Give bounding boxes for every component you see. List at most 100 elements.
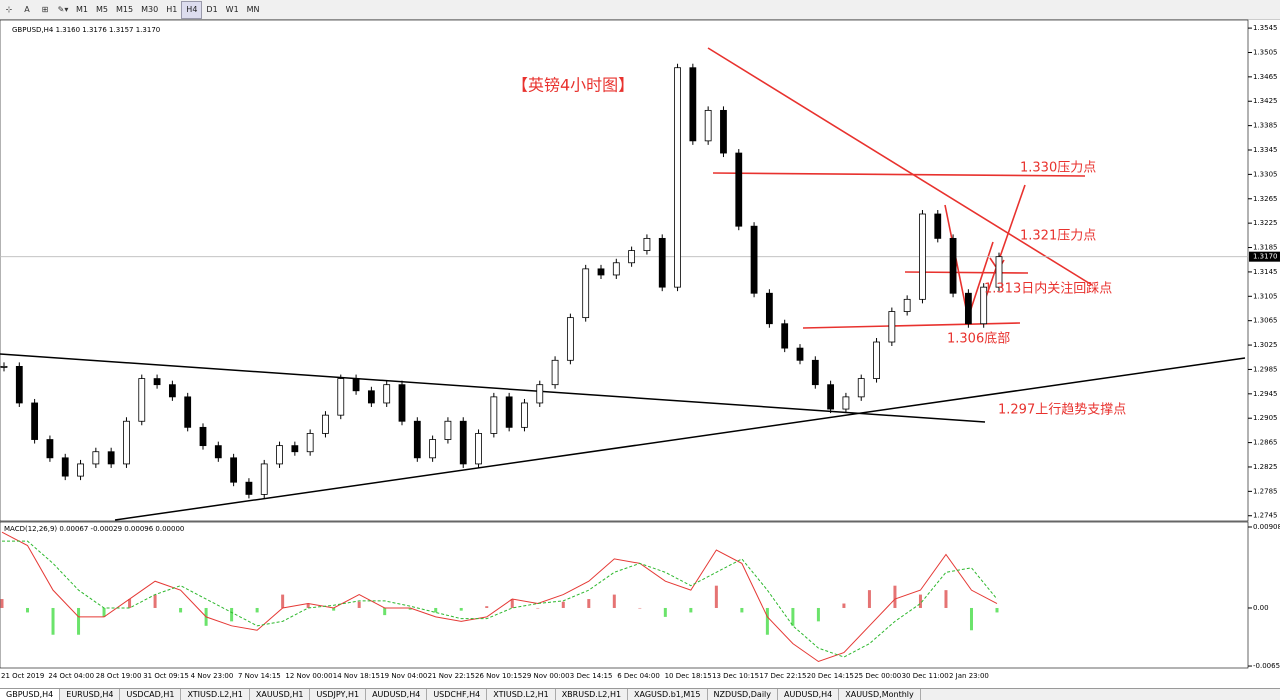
- candle-body: [61, 457, 69, 477]
- macd-histogram-bar: [561, 601, 565, 608]
- symbol-tab[interactable]: GBPUSD,H4: [0, 689, 61, 700]
- candle-body: [842, 396, 850, 410]
- symbol-tab[interactable]: USDCHF,H4: [427, 689, 488, 700]
- symbol-tab[interactable]: XAGUSD.b1,M15: [628, 689, 708, 700]
- candle-body: [383, 384, 391, 404]
- level-line: [712, 172, 1086, 177]
- macd-histogram-bar: [306, 603, 310, 608]
- candle-body: [934, 213, 942, 239]
- timeframe-button[interactable]: H1: [166, 4, 178, 14]
- timeframe-button[interactable]: M15: [116, 4, 134, 14]
- candle-body: [306, 433, 314, 453]
- macd-histogram-bar: [51, 607, 55, 635]
- tool-icon[interactable]: ⊹: [5, 5, 13, 14]
- timeframe-button[interactable]: M30: [141, 4, 159, 14]
- x-tick-label: 4 Nov 23:00: [191, 672, 234, 680]
- tool-icon[interactable]: A: [24, 5, 30, 14]
- tool-icon[interactable]: ⊞: [41, 5, 49, 14]
- y-tick-label: 1.3105: [1253, 292, 1278, 300]
- macd-header: MACD(12,26,9) 0.00067 -0.00029 0.00096 0…: [4, 525, 184, 533]
- candle-body: [444, 420, 452, 440]
- x-tick-label: 21 Nov 22:15: [428, 672, 475, 680]
- arrow: [984, 184, 1026, 301]
- y-tick-label: 1.3225: [1253, 219, 1278, 227]
- symbol-tab[interactable]: XAUUSD,Monthly: [839, 689, 921, 700]
- candle-body: [459, 420, 467, 465]
- candle-body: [781, 323, 789, 349]
- symbol-tab[interactable]: NZDUSD,Daily: [708, 689, 779, 700]
- symbol-tab[interactable]: AUDUSD,H4: [366, 689, 428, 700]
- chart-header: GBPUSD,H4 1.3160 1.3176 1.3157 1.3170: [12, 26, 160, 34]
- macd-histogram-bar: [740, 607, 744, 613]
- y-tick-label: 1.2905: [1253, 414, 1278, 422]
- candle-body: [888, 311, 896, 343]
- x-tick-label: 24 Oct 04:00: [48, 672, 94, 680]
- candle-body: [949, 237, 957, 294]
- x-tick-label: 12 Nov 00:00: [285, 672, 332, 680]
- timeframe-button[interactable]: H4: [181, 0, 203, 19]
- symbol-tab[interactable]: EURUSD,H4: [60, 689, 121, 700]
- candle-body: [597, 268, 605, 276]
- candle-body: [903, 298, 911, 312]
- symbol-tab[interactable]: XTIUSD.L2,H1: [487, 689, 556, 700]
- macd-histogram-bar: [510, 599, 514, 608]
- candle-body: [995, 256, 1003, 288]
- symbol-tab[interactable]: USDJPY,H1: [310, 689, 367, 700]
- y-tick-label: 1.3185: [1253, 244, 1278, 252]
- candle-body: [184, 396, 192, 428]
- symbol-tab[interactable]: AUDUSD,H4: [778, 689, 840, 700]
- current-price-label: 1.3170: [1253, 253, 1278, 261]
- macd-histogram-bar: [638, 607, 642, 609]
- candle-body: [46, 439, 54, 459]
- symbol-tab[interactable]: XBRUSD.L2,H1: [556, 689, 629, 700]
- annotation: 1.306底部: [947, 331, 1010, 347]
- x-tick-label: 6 Dec 04:00: [617, 672, 660, 680]
- candle-body: [980, 286, 988, 325]
- macd-histogram-bar: [332, 607, 336, 611]
- macd-histogram-bar: [663, 607, 667, 617]
- x-tick-label: 10 Dec 18:15: [665, 672, 712, 680]
- chart-title: 【英镑4小时图】: [512, 76, 634, 95]
- macd-histogram-bar: [816, 607, 820, 622]
- timeframe-button[interactable]: M1: [76, 4, 88, 14]
- macd-histogram-bar: [128, 599, 132, 608]
- macd-histogram-bar: [587, 599, 591, 608]
- macd-histogram-bar: [153, 594, 157, 608]
- timeframe-button[interactable]: M5: [96, 4, 108, 14]
- candle-body: [566, 317, 574, 361]
- macd-histogram-bar: [893, 585, 897, 608]
- macd-histogram-bar: [918, 594, 922, 608]
- tool-icon[interactable]: ✎▾: [57, 5, 69, 14]
- signal-line: [2, 540, 998, 658]
- y-tick-label: 1.2865: [1253, 439, 1278, 447]
- macd-histogram-bar: [0, 599, 4, 608]
- candle-body: [674, 67, 681, 288]
- candle-body: [15, 365, 23, 404]
- timeframe-button[interactable]: MN: [246, 4, 260, 14]
- candle-body: [505, 396, 513, 428]
- x-tick-label: 28 Oct 19:00: [96, 672, 142, 680]
- candle-body: [398, 384, 406, 422]
- symbol-tab[interactable]: USDCAD,H1: [120, 689, 182, 700]
- candle-body: [77, 463, 84, 477]
- candle-body: [536, 384, 544, 404]
- symbol-tab[interactable]: XAUUSD,H1: [250, 689, 311, 700]
- candle-body: [490, 396, 498, 434]
- timeframe-button[interactable]: W1: [225, 4, 239, 14]
- candle-body: [199, 426, 207, 447]
- macd-histogram-bar: [459, 607, 463, 611]
- toolbar: ⊹ A ⊞ ✎▾ M1 M5 M15 M30 H1 H4 D1 W1 MN: [0, 0, 1280, 20]
- candle-body: [260, 463, 268, 495]
- timeframe-button[interactable]: D1: [206, 4, 218, 14]
- macd-histogram-bar: [842, 603, 846, 608]
- candle-body: [138, 378, 146, 422]
- symbol-tab[interactable]: XTIUSD.L2,H1: [181, 689, 250, 700]
- y-tick-label: 0.00: [1253, 604, 1269, 612]
- candle-body: [750, 225, 758, 294]
- macd-histogram-bar: [357, 601, 361, 608]
- candle-body: [31, 402, 39, 440]
- macd-histogram-bar: [383, 607, 387, 616]
- candle-body: [168, 384, 176, 398]
- y-tick-label: 1.2985: [1253, 365, 1278, 373]
